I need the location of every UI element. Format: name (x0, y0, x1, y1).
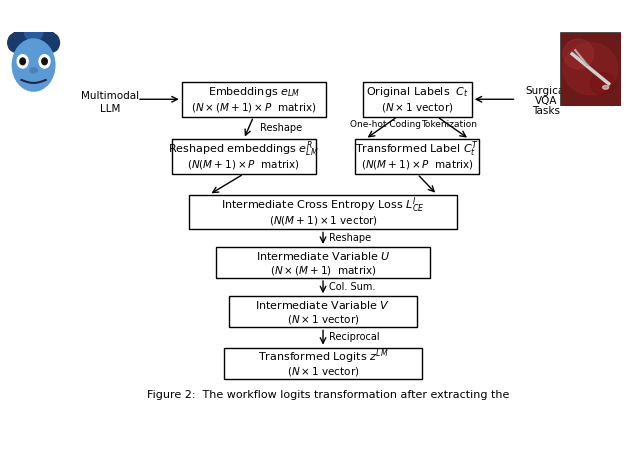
Ellipse shape (11, 27, 56, 51)
Text: Original Labels  $C_t$: Original Labels $C_t$ (366, 85, 468, 99)
Ellipse shape (30, 68, 37, 73)
Text: $( N(M+1)\times P$  matrix): $( N(M+1)\times P$ matrix) (188, 158, 300, 171)
Text: VQA: VQA (535, 96, 557, 106)
Ellipse shape (12, 39, 55, 91)
Text: $(N(M+1)\times P$  matrix): $(N(M+1)\times P$ matrix) (361, 158, 474, 171)
Text: Transformed Label $C^T_t$: Transformed Label $C^T_t$ (355, 140, 479, 159)
FancyBboxPatch shape (216, 247, 429, 278)
Text: $( N\times1$ vector): $( N\times1$ vector) (287, 313, 359, 326)
Text: $( N\times(M+1)$  matrix): $( N\times(M+1)$ matrix) (270, 264, 376, 277)
Text: Tasks: Tasks (532, 106, 560, 116)
Ellipse shape (563, 39, 593, 69)
Text: Intermediate Cross Entropy Loss $L^I_{CE}$: Intermediate Cross Entropy Loss $L^I_{CE… (221, 195, 425, 215)
Ellipse shape (39, 55, 50, 68)
Text: Intermediate Variable $V$: Intermediate Variable $V$ (255, 299, 390, 311)
Text: Multimodal: Multimodal (81, 91, 139, 101)
Ellipse shape (603, 86, 609, 89)
Ellipse shape (17, 55, 28, 68)
FancyBboxPatch shape (229, 296, 417, 327)
Text: $(N\times1$ vector): $(N\times1$ vector) (381, 101, 454, 114)
Text: Embeddings $e_{LM}$: Embeddings $e_{LM}$ (207, 85, 300, 99)
Text: $(N\times1$ vector): $(N\times1$ vector) (287, 365, 359, 377)
Text: Surgical: Surgical (525, 86, 568, 96)
Ellipse shape (44, 33, 60, 52)
Ellipse shape (20, 58, 26, 64)
Text: Col. Sum.: Col. Sum. (329, 282, 376, 292)
Text: Reciprocal: Reciprocal (329, 332, 380, 342)
Ellipse shape (563, 43, 618, 95)
FancyBboxPatch shape (189, 195, 457, 230)
Text: Tokenization: Tokenization (422, 120, 477, 129)
Text: Figure 2:  The workflow logits transformation after extracting the: Figure 2: The workflow logits transforma… (147, 390, 509, 400)
Text: Intermediate Variable $U$: Intermediate Variable $U$ (255, 249, 390, 262)
Ellipse shape (590, 73, 614, 95)
FancyBboxPatch shape (182, 82, 326, 117)
Ellipse shape (42, 58, 47, 64)
Text: Transformed Logits $z^{LM}$: Transformed Logits $z^{LM}$ (258, 347, 388, 366)
Text: Reshape: Reshape (260, 123, 301, 133)
Text: Reshaped embeddings $e^R_{LM}$: Reshaped embeddings $e^R_{LM}$ (168, 140, 319, 159)
FancyBboxPatch shape (224, 348, 422, 379)
Text: Reshape: Reshape (329, 233, 371, 243)
Text: $(N(M+1)\times1$ vector): $(N(M+1)\times1$ vector) (269, 214, 378, 226)
Text: One-hot Coding: One-hot Coding (349, 120, 420, 129)
Text: $(N\times(M+1)\times P$  matrix): $(N\times(M+1)\times P$ matrix) (191, 101, 316, 114)
Ellipse shape (8, 33, 23, 52)
FancyBboxPatch shape (560, 32, 621, 106)
FancyBboxPatch shape (363, 82, 472, 117)
Text: LLM: LLM (100, 104, 120, 114)
FancyBboxPatch shape (172, 139, 316, 174)
FancyBboxPatch shape (355, 139, 479, 174)
Ellipse shape (24, 26, 43, 41)
